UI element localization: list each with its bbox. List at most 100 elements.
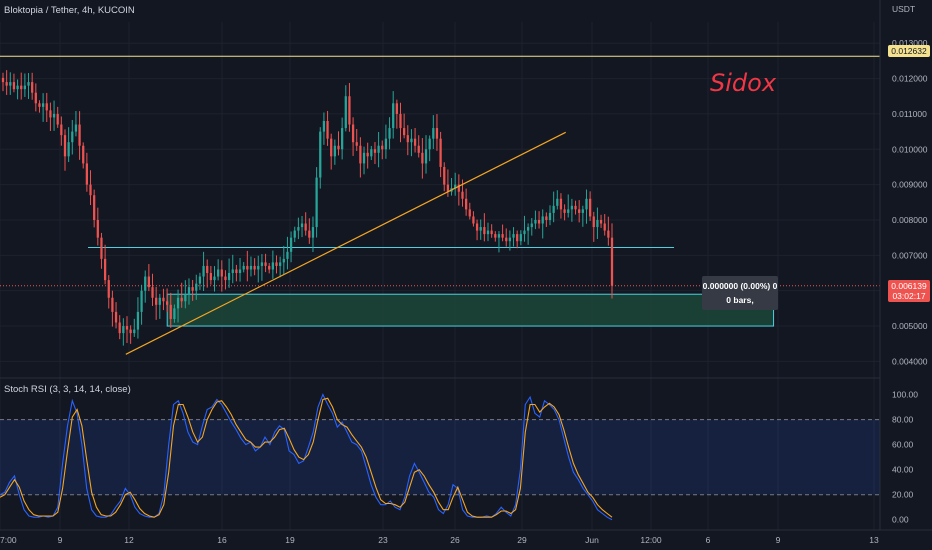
candle-body xyxy=(428,138,431,150)
candle-body xyxy=(341,128,344,150)
candle-body xyxy=(118,322,121,334)
last-price-text: 0.006139 xyxy=(891,281,927,291)
candle-body xyxy=(435,128,439,139)
candle-body xyxy=(133,329,136,334)
stoch-band-fill xyxy=(0,419,880,495)
candle-body xyxy=(176,297,180,309)
price-zone[interactable] xyxy=(166,293,775,327)
y-tick-label: 0.013000 xyxy=(892,38,928,48)
candle-body xyxy=(439,138,442,167)
y-tick-label: 0.005000 xyxy=(892,321,928,331)
candle-body xyxy=(468,209,471,217)
candle-body xyxy=(486,230,490,235)
horizontal-levels[interactable] xyxy=(0,55,880,287)
x-tick-label: 26 xyxy=(450,535,460,545)
candle-body xyxy=(567,209,570,213)
candle-body xyxy=(34,92,37,104)
trendline[interactable] xyxy=(125,131,566,355)
candle-body xyxy=(49,110,52,118)
candle-body xyxy=(297,227,300,231)
last-price-tag: 0.006139 03:02:17 xyxy=(888,280,930,302)
candle-body xyxy=(5,82,8,86)
candle-body xyxy=(537,219,541,224)
candle-body xyxy=(541,216,544,224)
candle-body xyxy=(516,234,519,242)
x-tick-label: 12:00 xyxy=(640,535,662,545)
candle-body xyxy=(501,234,504,238)
candle-body xyxy=(206,265,209,274)
candle-body xyxy=(23,85,27,90)
candle-body xyxy=(512,234,515,238)
candle-body xyxy=(384,138,388,150)
x-tick-label: 16 xyxy=(217,535,227,545)
candle-body xyxy=(337,145,340,150)
candle-body xyxy=(563,209,566,213)
stoch-y-tick-label: 60.00 xyxy=(892,440,914,450)
x-tick-label: Jun xyxy=(585,535,599,545)
candle-body xyxy=(147,276,150,288)
candle-body xyxy=(235,269,238,274)
candle-body xyxy=(187,287,191,295)
candle-body xyxy=(552,205,555,213)
candle-body xyxy=(333,145,336,157)
candle-body xyxy=(406,135,409,143)
x-tick-label: 19 xyxy=(285,535,295,545)
candle-body xyxy=(545,216,548,220)
candle-body xyxy=(505,237,508,242)
candle-body xyxy=(454,184,457,189)
tooltip-line-1: 0.000000 (0.00%) 0 xyxy=(703,281,778,291)
candle-body xyxy=(315,177,318,228)
candle-body xyxy=(526,227,530,231)
candle-body xyxy=(202,265,205,277)
candle-body xyxy=(610,237,614,286)
candle-body xyxy=(67,142,70,157)
candle-body xyxy=(355,142,358,146)
candle-body xyxy=(465,198,468,210)
candle-body xyxy=(377,145,380,153)
candle-body xyxy=(344,96,347,129)
candle-body xyxy=(253,265,256,270)
candle-body xyxy=(246,265,249,270)
stoch-y-tick-label: 0.00 xyxy=(892,515,909,525)
candle-body xyxy=(41,103,45,107)
candle-body xyxy=(308,230,311,238)
candle-body xyxy=(417,145,420,153)
tooltip-box xyxy=(702,276,778,310)
candle-body xyxy=(9,82,12,86)
chart-title: Bloktopia / Tether, 4h, KUCOIN xyxy=(4,5,135,16)
candle-body xyxy=(249,265,253,270)
stoch-y-tick-label: 40.00 xyxy=(892,465,914,475)
candle-body xyxy=(519,234,522,242)
candle-body xyxy=(52,113,56,118)
support-zone-box xyxy=(166,293,775,327)
stoch-y-axis-labels[interactable]: 100.00 80.00 60.00 40.00 20.00 0.00 xyxy=(892,390,918,525)
candle-body xyxy=(326,120,329,139)
candle-body xyxy=(311,227,315,238)
candle-body xyxy=(421,152,424,164)
candle-body xyxy=(165,301,169,305)
candle-body xyxy=(457,184,460,192)
candle-body xyxy=(373,149,377,153)
candle-body xyxy=(209,273,212,281)
candle-body xyxy=(578,209,581,213)
x-axis-labels[interactable]: 7:00 9 12 16 19 23 26 29 Jun 12:00 6 9 13 xyxy=(0,535,879,545)
x-tick-label: 7:00 xyxy=(0,535,17,545)
candle-body xyxy=(362,152,366,164)
candle-body xyxy=(45,103,48,111)
candle-body xyxy=(100,237,103,259)
candle-body xyxy=(89,184,92,196)
signature: Sidox xyxy=(710,69,777,97)
countdown-text: 03:02:17 xyxy=(892,291,925,301)
candle-body xyxy=(483,227,486,235)
stoch-band xyxy=(0,419,880,496)
candle-body xyxy=(114,311,118,323)
candle-body xyxy=(443,166,446,185)
measure-tooltip: 0.000000 (0.00%) 0 0 bars, xyxy=(702,276,778,310)
candle-body xyxy=(275,262,278,266)
indicator-label[interactable]: Stoch RSI (3, 3, 14, 14, close) xyxy=(4,384,131,395)
candle-body xyxy=(63,135,67,157)
last-price-tag-box xyxy=(888,280,930,302)
candle-body xyxy=(260,262,264,266)
